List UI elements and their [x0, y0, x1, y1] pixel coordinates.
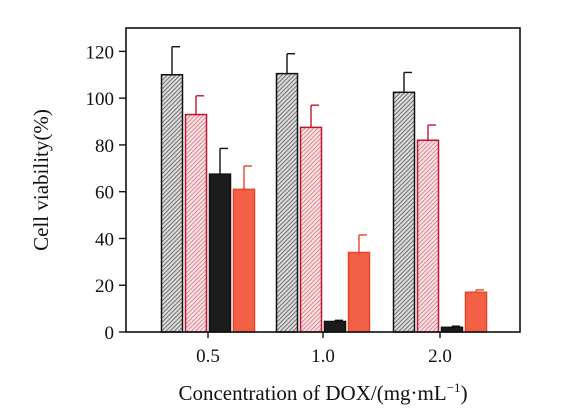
y-tick-label: 100 [86, 89, 115, 110]
bars-layer [160, 72, 488, 333]
y-tick-label: 0 [105, 323, 115, 344]
y-axis-title: Cell viability(%) [29, 109, 53, 251]
y-tick-label: 20 [95, 276, 114, 297]
bar [232, 188, 256, 333]
bar [347, 251, 371, 333]
bar [299, 126, 323, 333]
bar [323, 320, 347, 333]
x-tick-label: 2.0 [428, 346, 452, 367]
x-tick-label: 1.0 [311, 346, 335, 367]
bar [464, 291, 488, 333]
x-axis-title-main: Concentration of DOX/(mg·mL [178, 381, 446, 405]
x-tick-label: 0.5 [196, 346, 220, 367]
error-bars-layer [171, 46, 484, 328]
x-axis-title-end: ) [461, 381, 468, 405]
y-tick-label: 40 [95, 229, 114, 250]
x-axis-title: Concentration of DOX/(mg·mL−1) [178, 380, 467, 405]
x-axis-title-superscript: −1 [447, 380, 461, 395]
x-axis-ticks: 0.5 1.0 2.0 [196, 332, 452, 367]
bar [416, 139, 440, 333]
bar [275, 72, 299, 333]
bar [184, 113, 208, 333]
y-tick-label: 120 [86, 42, 115, 63]
y-tick-label: 60 [95, 183, 114, 204]
y-axis-ticks: 0 20 40 60 80 100 120 [86, 42, 126, 344]
bar [392, 91, 416, 333]
bar [208, 173, 232, 333]
bar [160, 74, 184, 333]
y-tick-label: 80 [95, 136, 114, 157]
